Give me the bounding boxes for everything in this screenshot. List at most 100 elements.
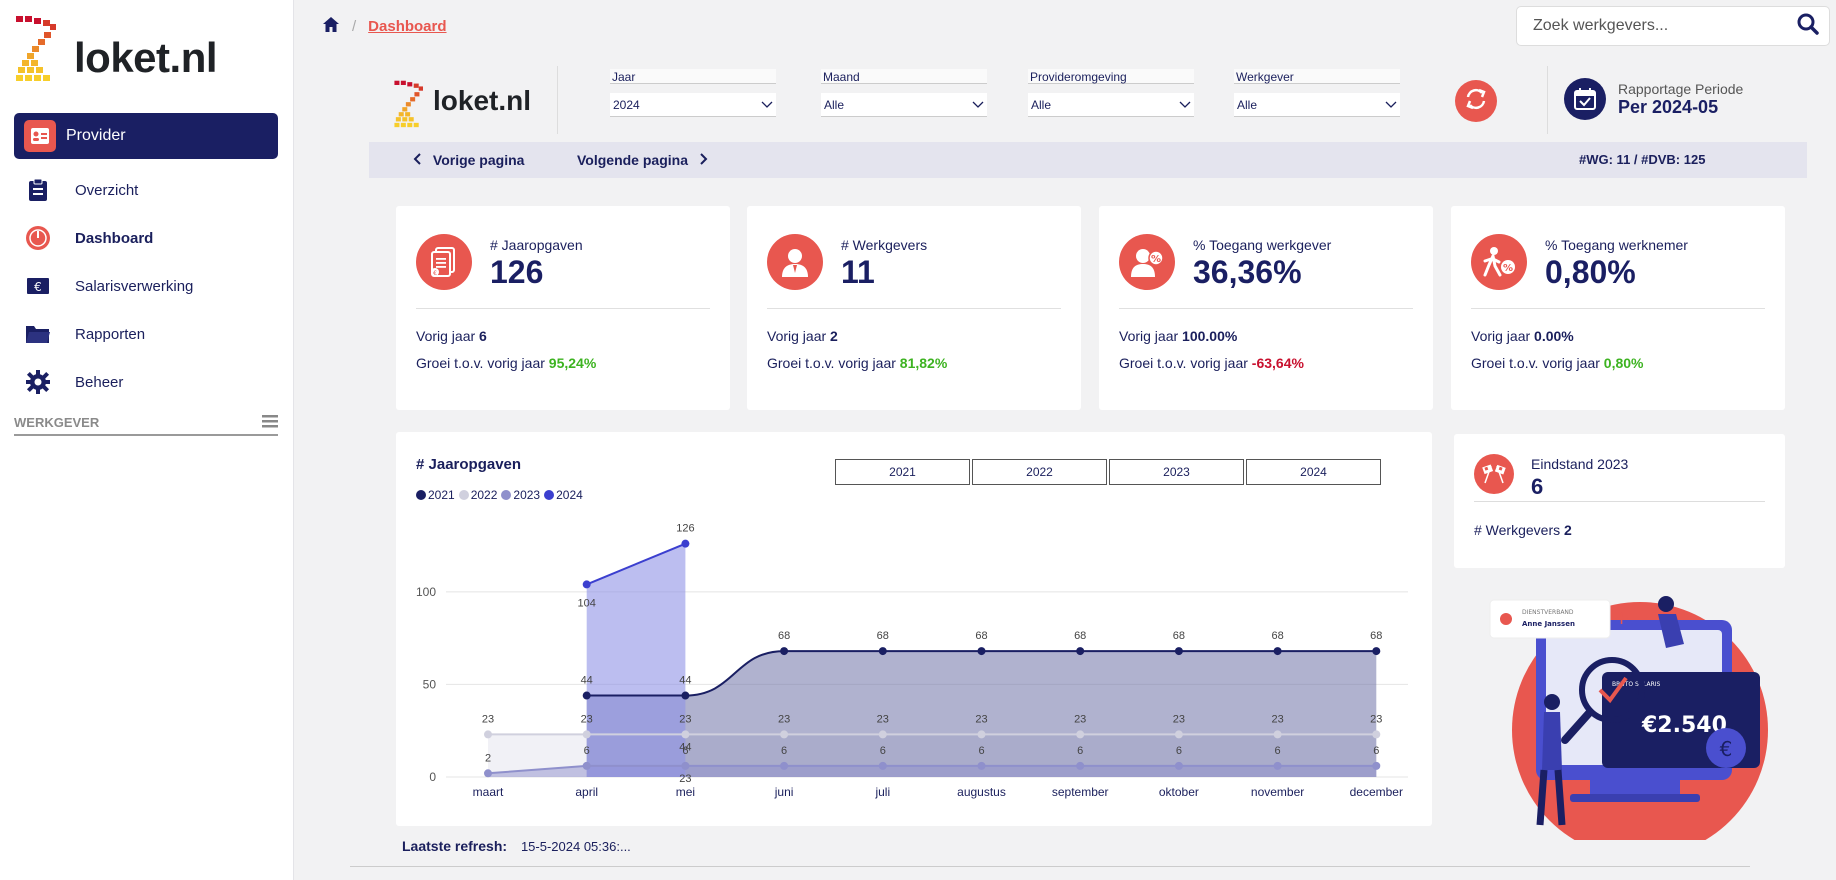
rapportage-periode: Rapportage Periode Per 2024-05: [1564, 78, 1743, 120]
divider: [1474, 501, 1765, 502]
x-tick-label: mei: [676, 785, 695, 799]
point-series-2023: [1076, 761, 1085, 770]
sidebar-item-dashboard[interactable]: Dashboard: [14, 214, 278, 262]
chevron-right-icon: [698, 152, 708, 168]
chevron-down-icon: [1179, 98, 1191, 112]
filter-panel: loket.nl Jaar 2024 Maand Alle Providerom…: [369, 62, 1809, 142]
last-refresh-label: Laatste refresh:: [402, 838, 508, 854]
year-buttons: 2021 2022 2023 2024: [835, 459, 1383, 485]
point-series-2023: [681, 761, 690, 770]
breadcrumb-separator: /: [352, 18, 357, 35]
prev-label: Vorig jaar: [767, 328, 827, 344]
year-button-2021[interactable]: 2021: [835, 459, 970, 485]
filter-provideromgeving-select[interactable]: Alle: [1028, 93, 1194, 117]
provider-button[interactable]: Provider: [14, 113, 278, 159]
breadcrumb-dashboard-link[interactable]: Dashboard: [368, 18, 447, 35]
point-series-2021: [681, 691, 690, 700]
loket-logo[interactable]: loket.nl: [14, 14, 224, 98]
prev-value: 100.00%: [1182, 328, 1238, 344]
svg-text:%: %: [1151, 254, 1161, 265]
point-series-2021: [1273, 647, 1282, 656]
bottom-table-edge: [350, 866, 1750, 880]
legend-item-2022[interactable]: 2022: [458, 488, 497, 502]
year-button-2024[interactable]: 2024: [1246, 459, 1381, 485]
point-series-2021: [1076, 647, 1085, 656]
search-input[interactable]: [1533, 17, 1797, 35]
data-label: 23: [1074, 713, 1086, 725]
home-icon[interactable]: [322, 16, 340, 37]
last-refresh: Laatste refresh: 15-5-2024 05:36:...: [402, 838, 631, 854]
person-icon: [767, 234, 823, 290]
point-series-2022: [977, 730, 986, 739]
y-tick-label: 0: [429, 770, 436, 784]
year-button-2022[interactable]: 2022: [972, 459, 1107, 485]
prev-label: Vorig jaar: [1471, 328, 1531, 344]
sidebar-item-overzicht[interactable]: Overzicht: [14, 166, 278, 214]
data-label: 68: [1173, 630, 1185, 642]
legend-dot: [544, 490, 555, 500]
rapportage-label: Rapportage Periode: [1618, 80, 1744, 97]
legend-label: 2024: [556, 488, 583, 502]
sidebar-item-label: Beheer: [75, 373, 124, 391]
kpi-title: % Toegang werkgever: [1193, 237, 1332, 253]
sidebar-item-salarisverwerking[interactable]: € Salarisverwerking: [14, 262, 278, 310]
data-label: 6: [682, 745, 688, 757]
svg-text:%: %: [1503, 263, 1513, 274]
area-series-2024: [586, 543, 686, 777]
last-refresh-value: 15-5-2024 05:36:...: [520, 839, 631, 854]
point-series-2023: [977, 761, 986, 770]
search-icon[interactable]: [1797, 13, 1819, 40]
hamburger-icon[interactable]: [262, 414, 278, 431]
legend-item-2021[interactable]: 2021: [416, 488, 455, 502]
data-label: 44: [581, 675, 593, 687]
point-series-2022: [1273, 730, 1282, 739]
sidebar-item-beheer[interactable]: Beheer: [14, 358, 278, 406]
data-label: 6: [584, 745, 590, 757]
calendar-check-icon: [1564, 78, 1606, 120]
kpi-card-toegang-werkgever: % % Toegang werkgever 36,36% Vorig jaar …: [1099, 206, 1433, 410]
x-tick-label: maart: [473, 785, 504, 799]
chart-legend: 2021 2022 2023 2024: [416, 488, 587, 502]
sidebar-item-label: Overzicht: [75, 181, 139, 199]
filter-maand-label: Maand: [821, 69, 987, 84]
filter-jaar-value: 2024: [613, 97, 640, 112]
filter-logo: loket.nl: [389, 70, 531, 134]
pager-bar: Vorige pagina Volgende pagina #WG: 11 / …: [369, 142, 1807, 178]
x-tick-label: augustus: [957, 785, 1006, 799]
area-series-2023: [488, 765, 1377, 777]
kpi-title: # Jaaropgaven: [490, 237, 583, 253]
growth-label: Groei t.o.v. vorig jaar: [1119, 355, 1248, 371]
filter-maand-select[interactable]: Alle: [821, 93, 987, 117]
line-series-2024: [586, 542, 686, 586]
filter-werkgever-select[interactable]: Alle: [1234, 93, 1400, 117]
legend-item-2023[interactable]: 2023: [501, 488, 540, 502]
filter-jaar-select[interactable]: 2024: [610, 93, 776, 117]
next-page-button[interactable]: Volgende pagina: [577, 152, 708, 168]
x-tick-label: november: [1251, 785, 1304, 799]
prev-value: 2: [830, 328, 838, 344]
sidebar: loket.nl Provider Overzicht Dashboard € …: [0, 0, 294, 880]
point-series-2023: [1372, 761, 1381, 770]
year-button-2023[interactable]: 2023: [1109, 459, 1244, 485]
sidebar-item-label: Salarisverwerking: [75, 277, 194, 295]
point-series-2023: [1174, 761, 1183, 770]
growth-value: -63,64%: [1251, 355, 1304, 371]
point-series-2021: [977, 647, 986, 656]
legend-item-2024[interactable]: 2024: [544, 488, 583, 502]
svg-text:€: €: [34, 280, 42, 294]
data-label: 44: [679, 675, 691, 687]
refresh-icon: [1463, 86, 1489, 117]
chevron-left-icon: [413, 152, 423, 168]
x-tick-label: september: [1052, 785, 1109, 799]
point-series-2021: [582, 691, 591, 700]
prev-label: Vorig jaar: [416, 328, 476, 344]
divider: [767, 308, 1061, 309]
search-box: [1516, 6, 1830, 46]
checkered-flags-icon: [1474, 454, 1514, 494]
line-series-2023: [487, 764, 1377, 775]
sidebar-item-rapporten[interactable]: Rapporten: [14, 310, 278, 358]
svg-text:€: €: [433, 270, 437, 277]
refresh-button[interactable]: [1455, 80, 1497, 122]
divider: [1119, 308, 1413, 309]
previous-page-button[interactable]: Vorige pagina: [413, 152, 524, 168]
